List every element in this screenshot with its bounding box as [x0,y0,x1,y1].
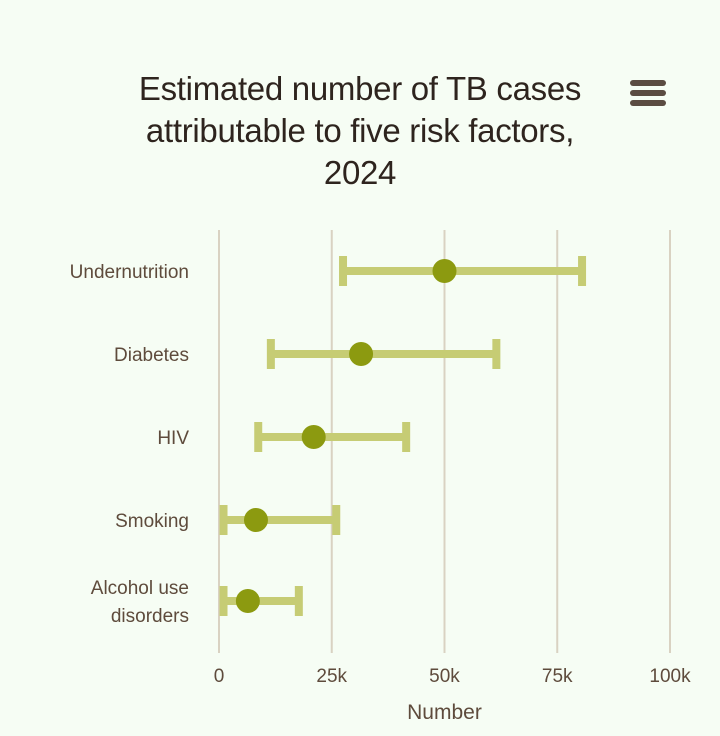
chart-title-line: 2024 [323,154,397,191]
chart-title: Estimated number of TB cases attributabl… [90,68,630,194]
x-tick-label: 50k [429,666,460,687]
x-axis-title: Number [407,701,482,724]
error-bars [219,256,587,616]
x-tick-labels: 0 25k 50k 75k 100k [214,666,691,687]
category-label: Smoking [115,511,189,532]
menu-bar [630,80,666,86]
error-bar [219,505,341,535]
category-label: disorders [111,606,189,627]
menu-bar [630,100,666,106]
data-point[interactable] [243,508,268,532]
hamburger-menu-icon[interactable] [630,80,666,112]
x-tick-label: 0 [214,666,225,687]
category-label: Diabetes [114,345,189,366]
menu-bar [630,90,666,96]
x-tick-label: 75k [542,666,573,687]
gridlines [218,230,671,653]
data-point[interactable] [349,342,374,366]
data-point[interactable] [432,259,457,283]
data-point[interactable] [301,425,326,449]
error-bar [339,256,587,286]
error-bar [266,339,501,369]
error-bar [219,586,303,616]
data-point[interactable] [235,589,260,613]
chart-title-line: attributable to five risk factors, [145,112,575,149]
x-tick-label: 100k [649,666,691,687]
x-tick-label: 25k [316,666,347,687]
chart-title-line: Estimated number of TB cases [138,70,582,107]
error-bar [254,422,411,452]
category-label: HIV [157,428,189,449]
category-labels: Undernutrition Diabetes HIV Smoking Alcohol … [70,262,190,627]
category-label: Undernutrition [70,262,189,283]
data-points [235,259,457,613]
category-label: Alcohol use [91,578,189,599]
